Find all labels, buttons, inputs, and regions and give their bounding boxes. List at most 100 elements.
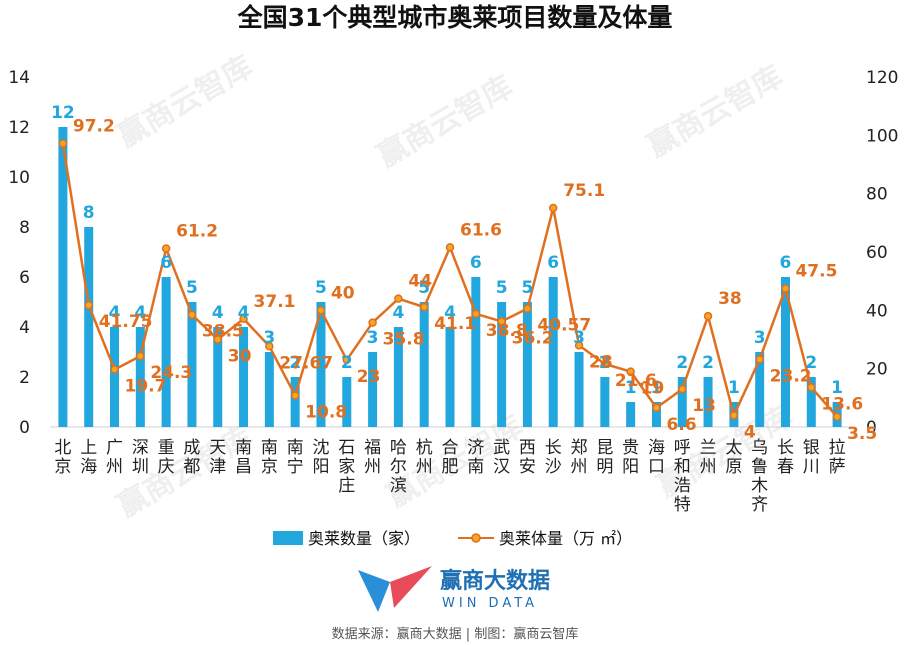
line-value-label: 19.7 <box>125 377 167 397</box>
category-label: 长春 <box>777 438 794 477</box>
bar <box>239 327 249 427</box>
line-value-label: 38 <box>718 289 742 309</box>
bar <box>600 377 610 427</box>
line-value-label: 23.2 <box>770 366 812 386</box>
bar-value-label: 2 <box>805 353 817 373</box>
bar-value-label: 3 <box>263 328 275 348</box>
category-label: 贵阳 <box>622 438 639 477</box>
line-value-label: 61.2 <box>176 222 218 242</box>
line-point <box>600 359 610 369</box>
line-value-label: 10.8 <box>305 403 347 423</box>
category-label: 石家庄 <box>338 438 355 496</box>
line-point <box>239 314 248 324</box>
source-note: 数据来源：赢商大数据 | 制图：赢商云智库 <box>332 626 579 642</box>
bar <box>445 327 455 427</box>
line-value-label: 61.6 <box>460 220 502 240</box>
line-point <box>497 317 506 326</box>
category-label: 天津 <box>209 438 226 477</box>
line-point <box>161 244 171 253</box>
line-series <box>58 139 842 422</box>
category-label: 南宁 <box>287 438 304 477</box>
watermark-text: 赢商云智库 <box>112 49 259 154</box>
y-left-tick-label: 0 <box>19 418 30 438</box>
line-value-label: 37.1 <box>254 292 296 312</box>
bar <box>368 352 378 427</box>
line-value-label: 38.8 <box>486 321 528 341</box>
category-label: 哈尔滨 <box>390 438 407 496</box>
bar-value-label: 8 <box>83 203 95 223</box>
bar-value-label: 3 <box>573 328 585 348</box>
bar-value-label: 6 <box>547 253 559 273</box>
category-label: 银川 <box>803 438 820 477</box>
category-label: 南昌 <box>235 438 252 477</box>
line-point <box>471 309 481 319</box>
y-right-tick-label: 120 <box>866 68 898 88</box>
y-right-tick-label: 40 <box>866 301 888 321</box>
y-left-tick-label: 4 <box>19 318 30 338</box>
bar <box>651 402 661 427</box>
line-value-label: 3.5 <box>847 424 877 444</box>
bar <box>135 327 145 427</box>
bar-value-label: 4 <box>392 303 404 323</box>
bar <box>264 352 274 427</box>
chart-title: 全国31个典型城市奥莱项目数量及体量 <box>237 3 673 32</box>
line-value-label: 30 <box>228 347 252 367</box>
bar-value-label: 3 <box>367 328 379 348</box>
line-point <box>136 351 145 361</box>
y-right-tick-label: 60 <box>866 243 888 263</box>
bar <box>342 377 352 427</box>
bar <box>626 402 636 427</box>
line-value-label: 27.67 <box>279 353 333 373</box>
bar-value-label: 6 <box>780 253 792 273</box>
y-left-tick-label: 12 <box>8 118 30 138</box>
y-right-tick-label: 80 <box>866 185 888 205</box>
line-point <box>342 355 352 365</box>
line-value-label: 13 <box>692 396 716 416</box>
line-point <box>213 335 222 344</box>
line-value-label: 40 <box>331 283 355 303</box>
bar <box>703 377 713 427</box>
bar-value-label: 5 <box>186 278 198 298</box>
logo-en-text: WIN DATA <box>442 596 538 611</box>
line-point <box>110 365 119 374</box>
watermark-text: 赢商云智库 <box>372 69 519 174</box>
line-point <box>548 203 558 213</box>
bar-value-label: 1 <box>728 378 740 398</box>
line-value-label: 47.5 <box>795 261 837 281</box>
category-label: 西安 <box>519 438 536 477</box>
line-value-label: 75.1 <box>563 181 605 201</box>
bar-value-label: 4 <box>212 303 224 323</box>
line-value-label: 44 <box>408 272 432 292</box>
bar <box>780 277 790 427</box>
y-left-tick-label: 8 <box>19 218 30 238</box>
category-label: 重庆 <box>158 438 175 477</box>
line-value-label: 19 <box>641 379 665 399</box>
bar <box>58 127 68 427</box>
bar-value-label: 2 <box>702 353 714 373</box>
bar <box>677 377 687 427</box>
line-point <box>755 355 764 364</box>
bar-value-label: 6 <box>160 253 172 273</box>
bar-value-label: 4 <box>134 303 146 323</box>
legend-line-label: 奥莱体量（万 ㎡） <box>499 529 632 548</box>
y-left-tick-label: 6 <box>19 268 30 288</box>
line-point <box>394 294 403 303</box>
legend-line-marker <box>471 533 481 543</box>
bar-value-label: 12 <box>51 103 75 123</box>
bar <box>806 377 816 427</box>
line-point <box>574 341 584 350</box>
logo: 赢商大数据 WIN DATA <box>358 566 550 612</box>
line-point <box>626 367 635 376</box>
category-label: 深圳 <box>132 438 149 477</box>
bar-value-label: 4 <box>238 303 250 323</box>
legend: 奥莱数量（家） 奥莱体量（万 ㎡） <box>273 529 632 548</box>
bar <box>522 302 532 427</box>
bar <box>497 302 507 427</box>
line-point <box>84 300 93 310</box>
bar <box>84 227 94 427</box>
line-value-label: 21.6 <box>615 371 657 391</box>
category-label: 太原 <box>725 438 742 477</box>
bar-value-label: 1 <box>625 378 637 398</box>
category-label: 长沙 <box>545 438 562 477</box>
bar-value-label: 1 <box>651 378 663 398</box>
